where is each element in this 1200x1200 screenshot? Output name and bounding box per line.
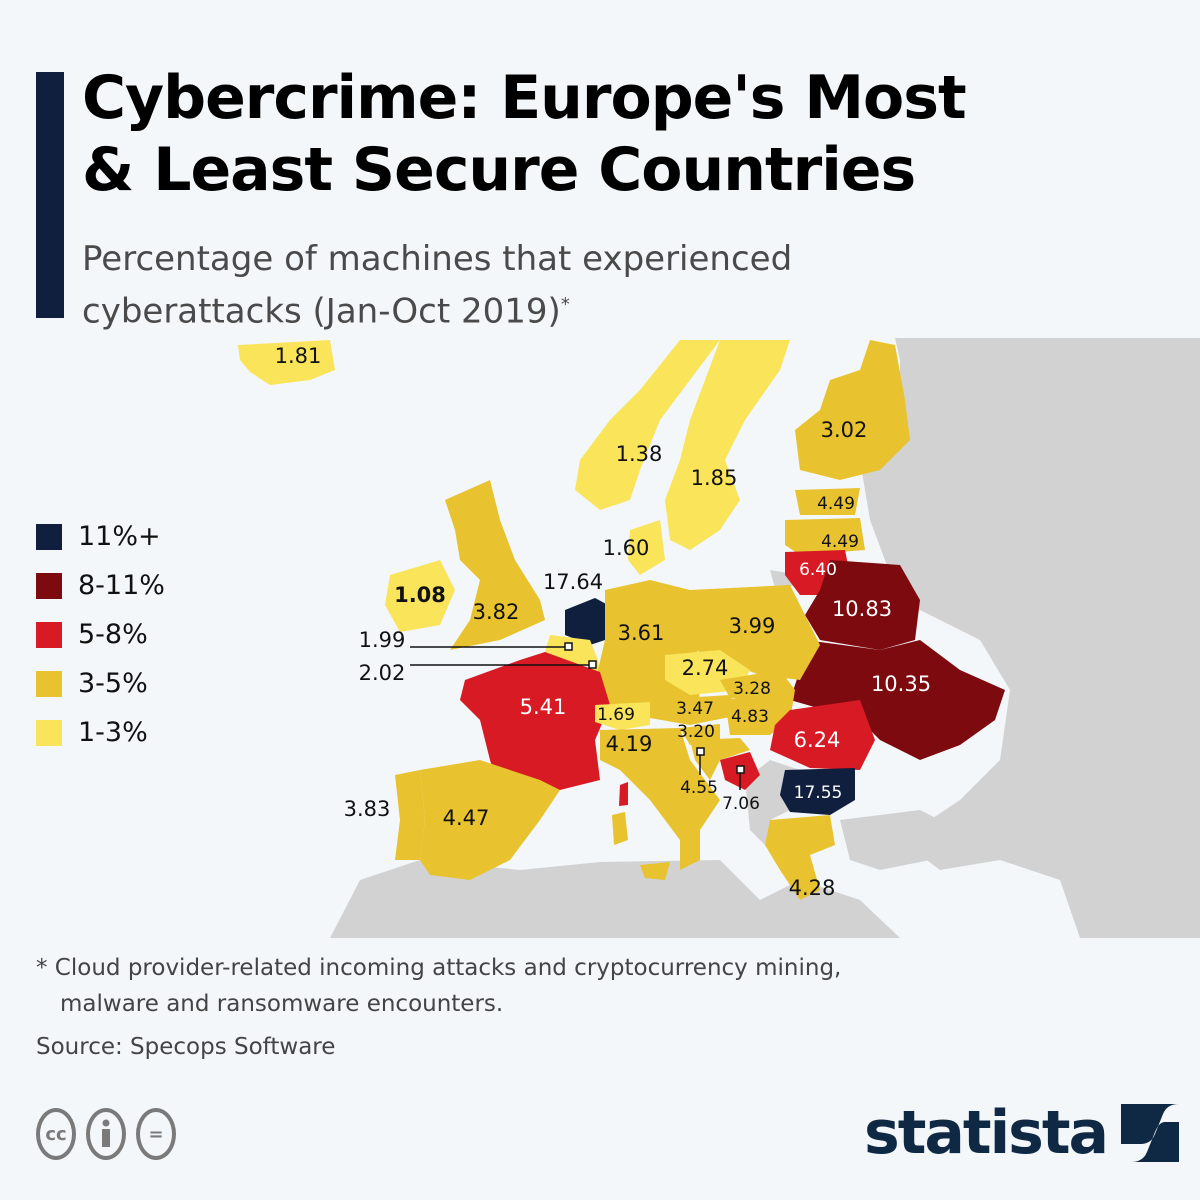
value-label-romania: 6.24 xyxy=(794,728,841,752)
legend-swatch xyxy=(36,524,62,550)
person-icon xyxy=(99,1119,113,1149)
value-label-bulgaria: 17.55 xyxy=(794,783,843,803)
value-label-ireland: 1.08 xyxy=(394,583,446,607)
license-icons: cc = xyxy=(36,1108,176,1160)
legend-item-5-8: 5-8% xyxy=(36,610,165,659)
legend-swatch xyxy=(36,573,62,599)
footnote: * Cloud provider-related incoming attack… xyxy=(36,950,1136,1022)
europe-map xyxy=(0,338,1200,938)
value-label-austria: 3.47 xyxy=(676,699,714,719)
statista-mark-icon xyxy=(1121,1104,1179,1162)
value-label-croatia: 4.55 xyxy=(680,778,718,798)
value-label-bosnia: 7.06 xyxy=(722,794,760,814)
subtitle: Percentage of machines that experienced … xyxy=(82,236,982,334)
value-label-switzerland: 1.69 xyxy=(597,705,635,725)
country-portugal[interactable] xyxy=(395,770,425,860)
value-label-sweden: 1.85 xyxy=(691,466,738,490)
value-label-estonia: 4.49 xyxy=(817,494,855,514)
legend-swatch xyxy=(36,622,62,648)
no-derivatives-icon[interactable]: = xyxy=(136,1108,176,1160)
value-label-uk: 3.82 xyxy=(473,600,520,624)
attribution-icon[interactable] xyxy=(86,1108,126,1160)
value-label-latvia: 4.49 xyxy=(821,532,859,552)
value-label-czechia: 2.74 xyxy=(682,656,729,680)
legend-label: 8-11% xyxy=(78,570,165,601)
value-label-germany: 3.61 xyxy=(618,621,665,645)
legend-item-8-11: 8-11% xyxy=(36,561,165,610)
footnote-line-2: malware and ransomware encounters. xyxy=(36,986,1136,1022)
title-line-2: & Least Secure Countries xyxy=(82,134,1132,206)
legend-item-11-plus: 11%+ xyxy=(36,512,165,561)
value-label-greece: 4.28 xyxy=(789,876,836,900)
footnote-line-1: * Cloud provider-related incoming attack… xyxy=(36,950,1136,986)
brand-wordmark: statista xyxy=(864,1098,1107,1168)
value-label-netherlands: 17.64 xyxy=(543,570,603,594)
title-line-1: Cybercrime: Europe's Most xyxy=(82,62,1132,134)
value-label-belgium: 1.99 xyxy=(359,628,406,652)
value-label-italy: 4.19 xyxy=(606,732,653,756)
country-uk[interactable] xyxy=(445,480,545,650)
value-label-slovakia: 3.28 xyxy=(733,679,771,699)
value-label-luxembourg: 2.02 xyxy=(359,661,406,685)
legend-label: 11%+ xyxy=(78,521,161,552)
equals-glyph: = xyxy=(148,1124,163,1145)
value-label-lithuania: 6.40 xyxy=(799,560,837,580)
value-label-iceland: 1.81 xyxy=(275,344,322,368)
legend-label: 1-3% xyxy=(78,717,148,748)
footnote-mark: * xyxy=(561,294,570,315)
country-corsica[interactable] xyxy=(619,782,628,806)
legend-swatch xyxy=(36,671,62,697)
value-label-belarus: 10.83 xyxy=(832,597,892,621)
legend-item-3-5: 3-5% xyxy=(36,659,165,708)
value-label-ukraine: 10.35 xyxy=(871,672,931,696)
cc-icon[interactable]: cc xyxy=(36,1108,76,1160)
value-label-denmark: 1.60 xyxy=(603,536,650,560)
title-accent-bar xyxy=(36,72,64,318)
page-title: Cybercrime: Europe's Most & Least Secure… xyxy=(82,62,1132,206)
legend-label: 5-8% xyxy=(78,619,148,650)
value-label-norway: 1.38 xyxy=(616,442,663,466)
value-label-poland: 3.99 xyxy=(729,614,776,638)
value-label-hungary: 4.83 xyxy=(731,707,769,727)
map-legend: 11%+ 8-11% 5-8% 3-5% 1-3% xyxy=(36,512,165,757)
value-label-finland: 3.02 xyxy=(821,418,868,442)
country-sardinia[interactable] xyxy=(612,812,628,845)
statista-logo[interactable]: statista xyxy=(864,1098,1179,1168)
cc-glyph: cc xyxy=(45,1124,66,1145)
legend-swatch xyxy=(36,720,62,746)
subtitle-line-2: cyberattacks (Jan-Oct 2019) xyxy=(82,291,561,331)
value-label-slovenia: 3.20 xyxy=(677,722,715,742)
value-label-portugal: 3.83 xyxy=(344,797,391,821)
legend-label: 3-5% xyxy=(78,668,148,699)
subtitle-line-1: Percentage of machines that experienced xyxy=(82,236,982,282)
value-label-france: 5.41 xyxy=(520,695,567,719)
legend-item-1-3: 1-3% xyxy=(36,708,165,757)
source-text: Source: Specops Software xyxy=(36,1034,335,1060)
value-label-spain: 4.47 xyxy=(443,806,490,830)
